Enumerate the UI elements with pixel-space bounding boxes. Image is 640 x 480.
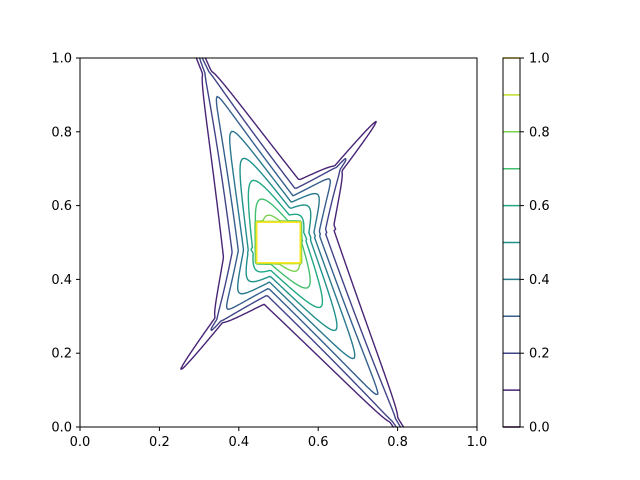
colorbar-tick-label: 0.6 — [529, 199, 550, 214]
y-tick-label: 0.2 — [51, 347, 72, 362]
colorbar: 0.0 0.2 0.4 0.6 0.8 1.0 — [502, 52, 550, 436]
y-tick-label: 0.4 — [51, 273, 72, 288]
y-tick-label: 0.6 — [51, 199, 72, 214]
plot-frame — [79, 57, 478, 428]
colorbar-tick-label: 1.0 — [529, 52, 550, 67]
colorbar-tick-label: 0.8 — [529, 125, 550, 140]
contour-level-line — [198, 57, 402, 428]
contour-level-line — [180, 57, 405, 428]
contour-level-line — [239, 157, 338, 332]
x-tick-label: 0.6 — [308, 435, 329, 450]
colorbar-tick-label: 0.4 — [529, 273, 550, 288]
x-tick-label: 0.8 — [387, 435, 408, 450]
contour-level-line — [247, 179, 324, 309]
colorbar-frame — [502, 57, 521, 428]
x-tick-label: 0.0 — [70, 435, 91, 450]
y-tick-label: 0.8 — [51, 125, 72, 140]
y-axis: 0.0 0.2 0.4 0.6 0.8 1.0 — [51, 52, 80, 436]
x-axis: 0.0 0.2 0.4 0.6 0.8 1.0 — [70, 427, 488, 450]
y-tick-label: 0.0 — [51, 421, 72, 436]
colorbar-tick-label: 0.2 — [529, 347, 550, 362]
contour-level-line — [229, 130, 356, 360]
contour-lines — [180, 57, 405, 428]
x-tick-label: 0.2 — [149, 435, 170, 450]
x-tick-label: 1.0 — [467, 435, 488, 450]
contour-level-line — [256, 221, 301, 264]
x-tick-label: 0.4 — [228, 435, 249, 450]
y-tick-label: 1.0 — [51, 52, 72, 67]
colorbar-tick-label: 0.0 — [529, 421, 550, 436]
contour-level-line — [215, 95, 379, 396]
